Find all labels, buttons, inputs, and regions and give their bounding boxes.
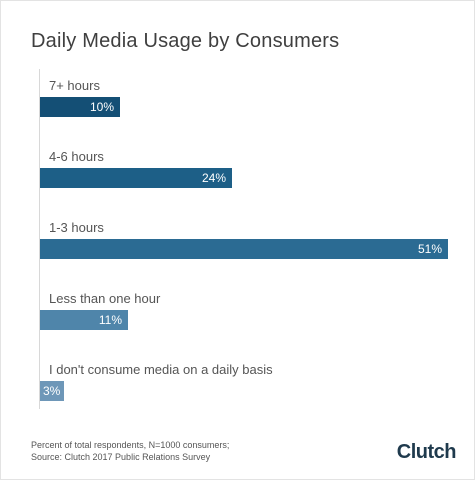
bar: 11% [40,310,128,330]
bar-value-label: 10% [89,100,114,114]
bar-value-label: 11% [98,313,122,327]
category-label: Less than one hour [49,291,161,306]
clutch-logo: Clutch [396,441,457,463]
bar-value-label: 51% [417,242,442,256]
bar-value-label: 3% [43,384,61,398]
category-label: 1-3 hours [49,220,104,235]
bar-value-label: 24% [201,171,226,185]
bar: 51% [40,239,448,259]
category-label: I don't consume media on a daily basis [49,362,273,377]
bar: 3% [40,381,64,401]
footnote-line-1: Percent of total respondents, N=1000 con… [31,440,230,450]
category-axis-line [39,69,40,409]
bar: 10% [40,97,120,117]
chart-title: Daily Media Usage by Consumers [31,30,340,52]
category-label: 4-6 hours [49,149,104,164]
footnote: Percent of total respondents, N=1000 con… [31,439,229,463]
footnote-line-2: Source: Clutch 2017 Public Relations Sur… [31,452,211,462]
category-label: 7+ hours [49,78,100,93]
bar: 24% [40,168,232,188]
